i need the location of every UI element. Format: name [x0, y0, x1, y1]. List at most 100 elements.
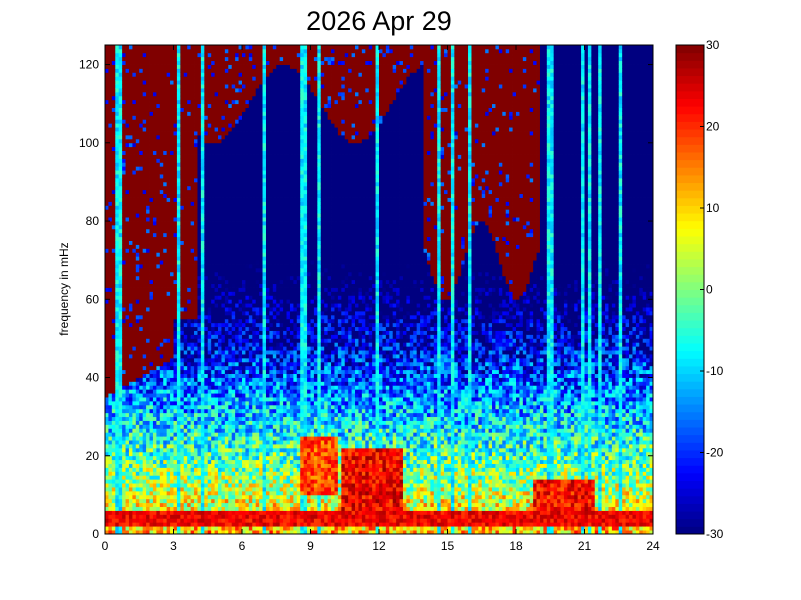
- heatmap-cell: [208, 354, 212, 358]
- heatmap-cell: [167, 194, 171, 198]
- heatmap-cell: [105, 479, 109, 483]
- heatmap-cell: [174, 221, 178, 225]
- heatmap-cell: [108, 174, 112, 178]
- heatmap-cell: [194, 119, 198, 123]
- heatmap-cell: [139, 444, 143, 448]
- heatmap-cell: [136, 119, 140, 123]
- heatmap-cell: [132, 241, 136, 245]
- heatmap-cell: [170, 241, 174, 245]
- heatmap-cell: [139, 112, 143, 116]
- heatmap-cell: [170, 432, 174, 436]
- heatmap-cell: [180, 495, 184, 499]
- heatmap-cell: [177, 209, 181, 213]
- heatmap-cell: [119, 139, 123, 143]
- heatmap-cell: [136, 143, 140, 147]
- heatmap-cell: [215, 264, 219, 268]
- heatmap-cell: [208, 440, 212, 444]
- heatmap-cell: [215, 421, 219, 425]
- heatmap-cell: [150, 487, 154, 491]
- heatmap-cell: [201, 147, 205, 151]
- heatmap-cell: [112, 475, 116, 479]
- heatmap-cell: [105, 123, 109, 127]
- heatmap-cell: [221, 45, 225, 49]
- heatmap-cell: [208, 362, 212, 366]
- heatmap-cell: [204, 104, 208, 108]
- heatmap-cell: [180, 338, 184, 342]
- heatmap-cell: [126, 370, 130, 374]
- heatmap-cell: [191, 143, 195, 147]
- heatmap-cell: [225, 397, 229, 401]
- heatmap-cell: [201, 280, 205, 284]
- heatmap-cell: [146, 428, 150, 432]
- heatmap-cell: [170, 393, 174, 397]
- heatmap-cell: [239, 311, 243, 315]
- heatmap-cell: [201, 245, 205, 249]
- heatmap-cell: [187, 323, 191, 327]
- heatmap-cell: [235, 491, 239, 495]
- heatmap-cell: [232, 436, 236, 440]
- heatmap-cell: [115, 397, 119, 401]
- heatmap-cell: [215, 190, 219, 194]
- heatmap-cell: [150, 358, 154, 362]
- heatmap-cell: [119, 209, 123, 213]
- heatmap-cell: [108, 405, 112, 409]
- heatmap-cell: [211, 256, 215, 260]
- heatmap-cell: [211, 241, 215, 245]
- heatmap-cell: [156, 68, 160, 72]
- heatmap-cell: [204, 389, 208, 393]
- heatmap-cell: [150, 139, 154, 143]
- heatmap-cell: [150, 424, 154, 428]
- heatmap-cell: [204, 381, 208, 385]
- heatmap-cell: [232, 201, 236, 205]
- heatmap-cell: [187, 389, 191, 393]
- heatmap-cell: [239, 178, 243, 182]
- heatmap-cell: [167, 221, 171, 225]
- heatmap-cell: [143, 374, 147, 378]
- heatmap-cell: [160, 479, 164, 483]
- heatmap-cell: [150, 174, 154, 178]
- heatmap-cell: [180, 358, 184, 362]
- heatmap-cell: [225, 135, 229, 139]
- heatmap-cell: [170, 487, 174, 491]
- heatmap-cell: [132, 123, 136, 127]
- heatmap-cell: [221, 225, 225, 229]
- heatmap-cell: [194, 409, 198, 413]
- heatmap-cell: [191, 518, 195, 522]
- heatmap-cell: [160, 374, 164, 378]
- heatmap-cell: [191, 291, 195, 295]
- heatmap-cell: [191, 80, 195, 84]
- heatmap-cell: [115, 436, 119, 440]
- heatmap-cell: [139, 452, 143, 456]
- heatmap-cell: [215, 131, 219, 135]
- heatmap-cell: [146, 299, 150, 303]
- heatmap-cell: [180, 350, 184, 354]
- heatmap-cell: [122, 45, 126, 49]
- heatmap-cell: [126, 362, 130, 366]
- heatmap-cell: [174, 424, 178, 428]
- heatmap-cell: [167, 123, 171, 127]
- heatmap-cell: [225, 88, 229, 92]
- heatmap-cell: [180, 413, 184, 417]
- heatmap-cell: [225, 127, 229, 131]
- heatmap-cell: [201, 155, 205, 159]
- heatmap-cell: [208, 499, 212, 503]
- heatmap-cell: [225, 198, 229, 202]
- heatmap-cell: [204, 272, 208, 276]
- heatmap-cell: [160, 452, 164, 456]
- heatmap-cell: [184, 507, 188, 511]
- heatmap-cell: [215, 260, 219, 264]
- heatmap-cell: [235, 522, 239, 526]
- heatmap-cell: [105, 460, 109, 464]
- heatmap-cell: [184, 178, 188, 182]
- heatmap-cell: [208, 182, 212, 186]
- heatmap-cell: [136, 378, 140, 382]
- heatmap-cell: [112, 237, 116, 241]
- heatmap-cell: [194, 299, 198, 303]
- heatmap-cell: [105, 80, 109, 84]
- heatmap-cell: [167, 374, 171, 378]
- heatmap-cell: [204, 409, 208, 413]
- heatmap-cell: [129, 499, 133, 503]
- heatmap-cell: [143, 370, 147, 374]
- heatmap-cell: [239, 393, 243, 397]
- heatmap-cell: [215, 53, 219, 57]
